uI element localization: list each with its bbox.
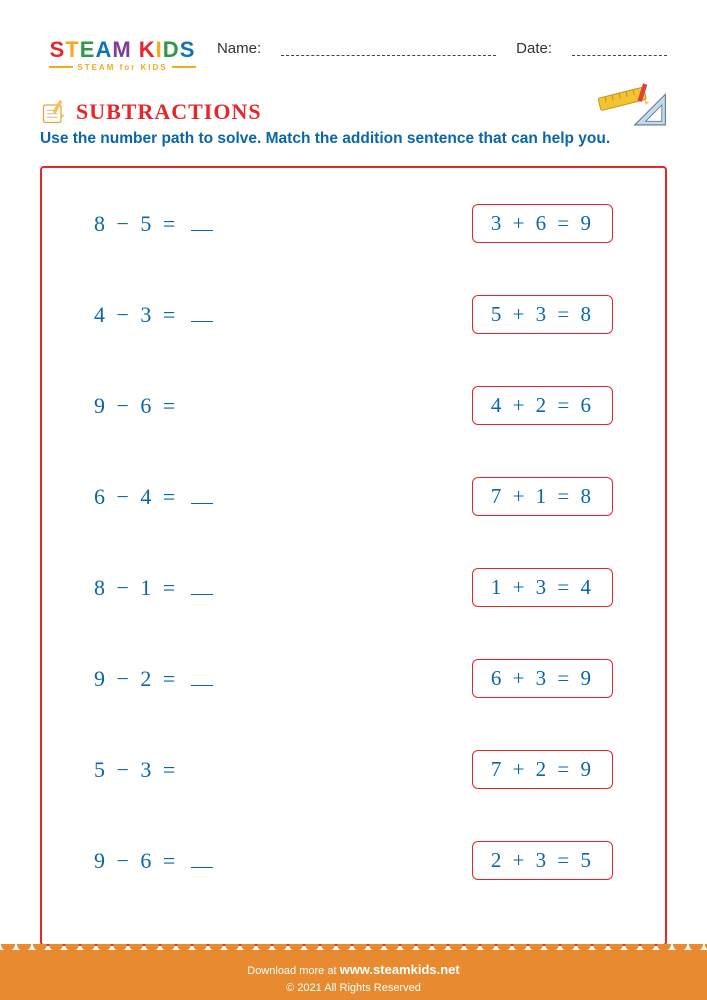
subtraction-problem: 4 − 3 = bbox=[72, 302, 213, 328]
logo-sub: STEAM for KIDS bbox=[45, 63, 199, 72]
header-row: STEAM KIDS STEAM for KIDS Name: Date: bbox=[40, 30, 667, 80]
name-date-fields: Name: Date: bbox=[217, 30, 667, 57]
addition-hint-box: 4 + 2 = 6 bbox=[472, 386, 613, 425]
problem-row: 9 − 6 = 4 + 2 = 6 bbox=[72, 386, 635, 425]
worksheet-box: 8 − 5 = 3 + 6 = 9 4 − 3 = 5 + 3 = 8 9 − 6 … bbox=[40, 166, 667, 946]
ruler-triangle-icon bbox=[597, 82, 669, 130]
problem-row: 9 − 6 = 2 + 3 = 5 bbox=[72, 841, 635, 880]
date-input-line[interactable] bbox=[572, 42, 667, 56]
title-row: SUBTRACTIONS bbox=[40, 98, 667, 126]
subtraction-problem: 9 − 2 = bbox=[72, 666, 213, 692]
logo: STEAM KIDS STEAM for KIDS bbox=[40, 30, 205, 80]
instruction-text: Use the number path to solve. Match the … bbox=[40, 130, 667, 148]
footer-copyright: © 2021 All Rights Reserved bbox=[0, 980, 707, 997]
problem-row: 8 − 1 = 1 + 3 = 4 bbox=[72, 568, 635, 607]
problem-rows: 8 − 5 = 3 + 6 = 9 4 − 3 = 5 + 3 = 8 9 − 6 … bbox=[72, 204, 635, 880]
subtraction-problem: 8 − 5 = bbox=[72, 211, 213, 237]
answer-blank[interactable] bbox=[191, 321, 213, 322]
problem-row: 6 − 4 = 7 + 1 = 8 bbox=[72, 477, 635, 516]
problem-row: 5 − 3 = 7 + 2 = 9 bbox=[72, 750, 635, 789]
name-input-line[interactable] bbox=[281, 42, 496, 56]
problem-row: 9 − 2 = 6 + 3 = 9 bbox=[72, 659, 635, 698]
pencil-note-icon bbox=[40, 98, 68, 126]
footer-line1: Download more at www.steamkids.net bbox=[0, 960, 707, 980]
problem-row: 4 − 3 = 5 + 3 = 8 bbox=[72, 295, 635, 334]
subtraction-problem: 9 − 6 = bbox=[72, 393, 178, 419]
addition-hint-box: 7 + 2 = 9 bbox=[472, 750, 613, 789]
page-title: SUBTRACTIONS bbox=[76, 99, 262, 125]
addition-hint-box: 1 + 3 = 4 bbox=[472, 568, 613, 607]
footer: Download more at www.steamkids.net © 202… bbox=[0, 950, 707, 1000]
name-label: Name: bbox=[217, 40, 261, 57]
addition-hint-box: 6 + 3 = 9 bbox=[472, 659, 613, 698]
answer-blank[interactable] bbox=[191, 503, 213, 504]
answer-blank[interactable] bbox=[191, 867, 213, 868]
subtraction-problem: 5 − 3 = bbox=[72, 757, 178, 783]
addition-hint-box: 5 + 3 = 8 bbox=[472, 295, 613, 334]
answer-blank[interactable] bbox=[191, 230, 213, 231]
subtraction-problem: 6 − 4 = bbox=[72, 484, 213, 510]
addition-hint-box: 2 + 3 = 5 bbox=[472, 841, 613, 880]
subtraction-problem: 9 − 6 = bbox=[72, 848, 213, 874]
worksheet-page: STEAM KIDS STEAM for KIDS Name: Date: SU… bbox=[0, 0, 707, 1000]
problem-row: 8 − 5 = 3 + 6 = 9 bbox=[72, 204, 635, 243]
footer-wave bbox=[0, 944, 707, 956]
answer-blank[interactable] bbox=[191, 685, 213, 686]
addition-hint-box: 7 + 1 = 8 bbox=[472, 477, 613, 516]
footer-link[interactable]: www.steamkids.net bbox=[340, 962, 460, 977]
answer-blank[interactable] bbox=[191, 594, 213, 595]
subtraction-problem: 8 − 1 = bbox=[72, 575, 213, 601]
date-label: Date: bbox=[516, 40, 552, 57]
logo-main: STEAM KIDS bbox=[50, 39, 196, 61]
addition-hint-box: 3 + 6 = 9 bbox=[472, 204, 613, 243]
